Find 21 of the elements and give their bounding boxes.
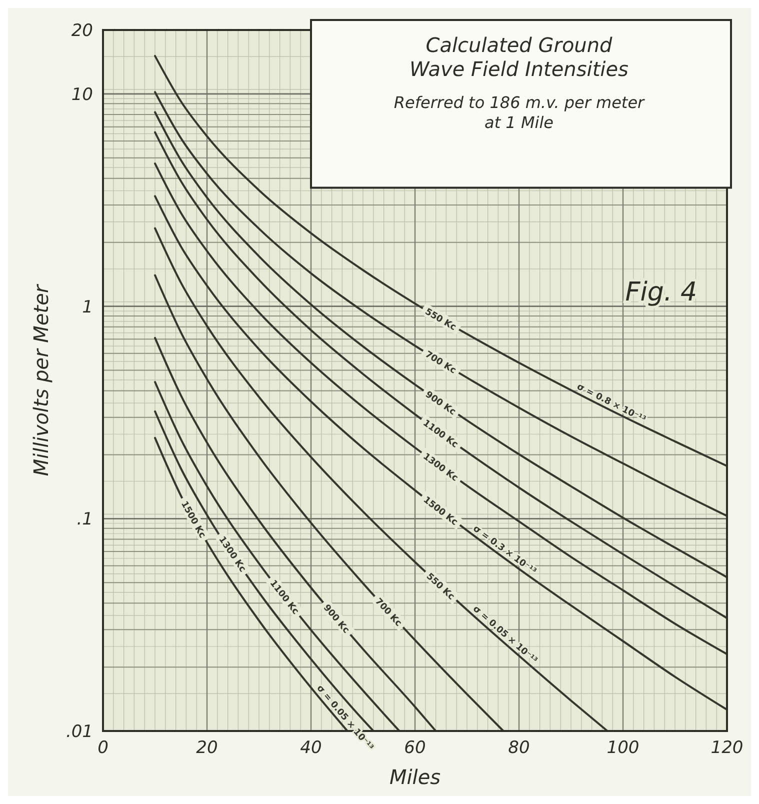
y-tick-label: 1 [82,297,93,318]
x-tick-label: 20 [196,738,218,758]
x-axis-title: Miles [389,765,441,789]
y-tick-label: 10 [71,84,93,105]
text: Referred to 186 m.v. per meter at 1 Mile [394,93,646,132]
x-tick-label: 100 [606,738,640,758]
annotation: σ = 0.8 × 10⁻¹³ [575,382,648,426]
y-axis-title: Millivolts per Meter [29,283,53,476]
annotation: Fig. 4 [625,277,697,308]
x-tick-label: 120 [710,738,744,758]
text: 700 Kc [423,350,458,376]
x-tick-label: 60 [404,738,426,758]
text: 900 Kc [423,390,458,418]
y-tick-label: .01 [66,722,93,742]
text: 550 Kc [422,307,458,334]
x-tick-label: 40 [300,738,322,758]
x-tick-label: 0 [98,738,108,758]
y-tick-label: .1 [76,510,93,530]
y-tick-label: 20 [71,21,93,41]
x-tick-label: 80 [508,738,530,758]
text: Calculated Ground Wave Field Intensities [410,33,628,81]
